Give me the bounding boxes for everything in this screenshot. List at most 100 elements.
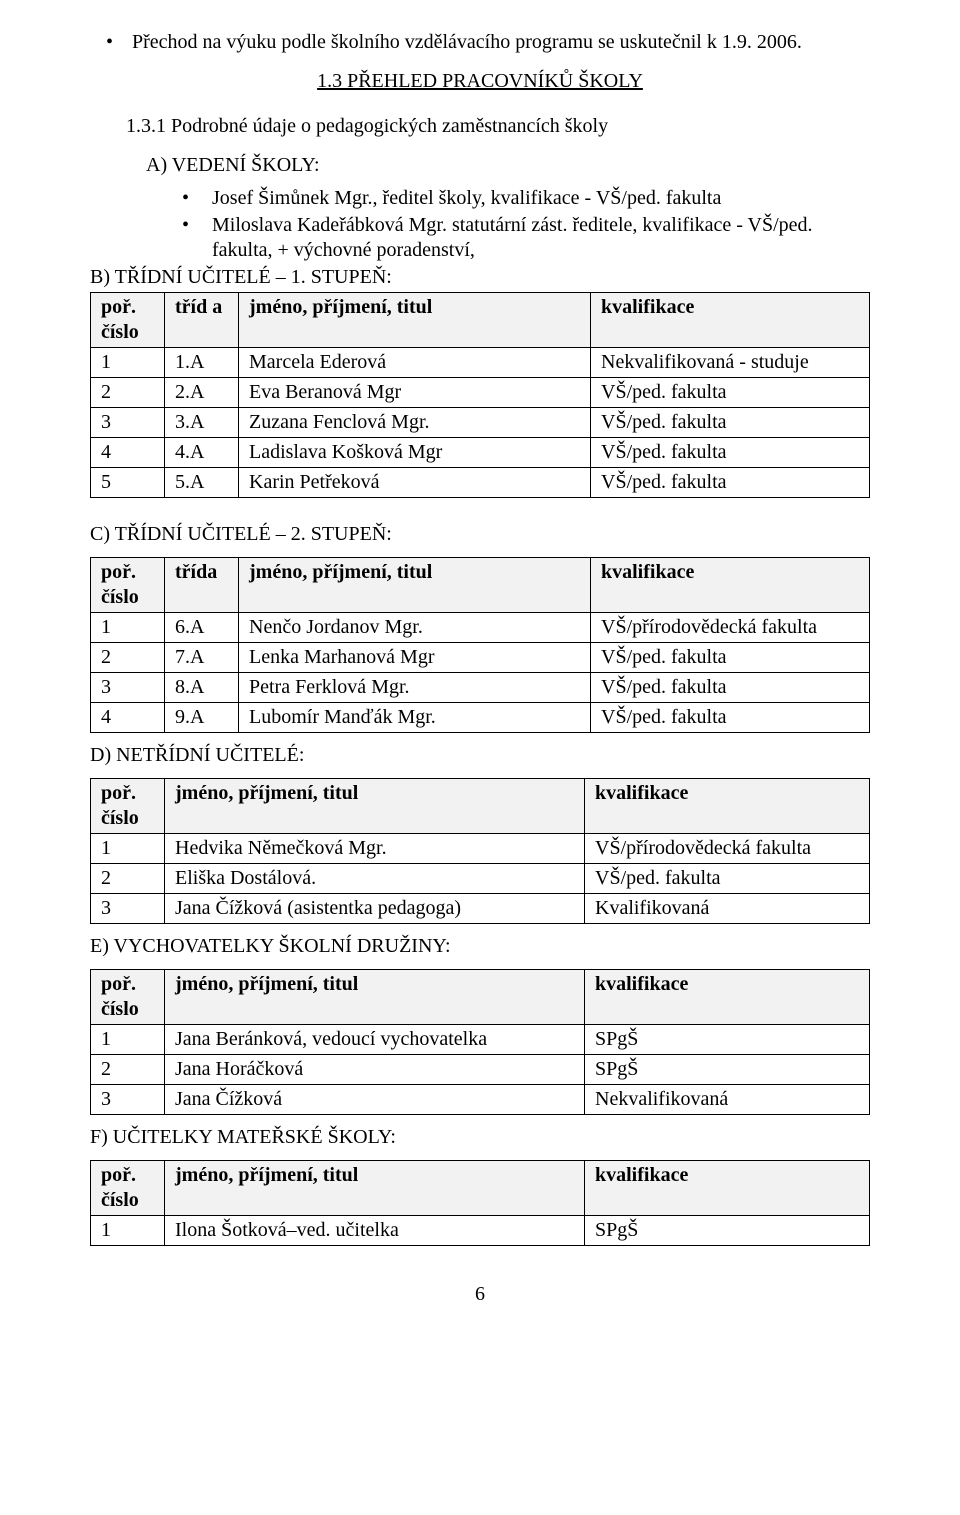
table-cell: 1: [91, 834, 165, 864]
table-cell: 2: [91, 864, 165, 894]
table-cell: Jana Čížková (asistentka pedagoga): [165, 894, 585, 924]
table-cell: VŠ/ped. fakulta: [585, 864, 870, 894]
table-cell: Jana Beránková, vedoucí vychovatelka: [165, 1025, 585, 1055]
table-druzina: poř. číslo jméno, příjmení, titul kvalif…: [90, 969, 870, 1115]
table-cell: Lenka Marhanová Mgr: [239, 643, 591, 673]
table-row: 44.ALadislava Košková MgrVŠ/ped. fakulta: [91, 438, 870, 468]
bullet-icon: •: [182, 186, 212, 211]
table-cell: 4: [91, 438, 165, 468]
col-por: poř. číslo: [91, 970, 165, 1025]
bullet-icon: •: [90, 30, 132, 55]
table-cell: Eliška Dostálová.: [165, 864, 585, 894]
table-cell: 4: [91, 703, 165, 733]
table-cell: 1.A: [165, 348, 239, 378]
section-a-title: A) VEDENÍ ŠKOLY:: [90, 153, 870, 178]
table-row: 22.AEva Beranová MgrVŠ/ped. fakulta: [91, 378, 870, 408]
col-por: poř. číslo: [91, 293, 165, 348]
table-cell: Marcela Ederová: [239, 348, 591, 378]
top-bullet: • Přechod na výuku podle školního vzdělá…: [90, 30, 870, 55]
bullet-text: Miloslava Kadeřábková Mgr. statutární zá…: [212, 213, 870, 263]
table-cell: 2: [91, 1055, 165, 1085]
col-name: jméno, příjmení, titul: [165, 970, 585, 1025]
table-stage1: poř. číslo tříd a jméno, příjmení, titul…: [90, 292, 870, 498]
col-name: jméno, příjmení, titul: [239, 293, 591, 348]
table-row: 11.AMarcela EderováNekvalifikovaná - stu…: [91, 348, 870, 378]
table-cell: VŠ/ped. fakulta: [591, 408, 870, 438]
table-cell: Ladislava Košková Mgr: [239, 438, 591, 468]
col-kval: kvalifikace: [591, 558, 870, 613]
col-por: poř. číslo: [91, 1161, 165, 1216]
page-number: 6: [90, 1282, 870, 1307]
table-header-row: poř. číslo třída jméno, příjmení, titul …: [91, 558, 870, 613]
col-por: poř. číslo: [91, 779, 165, 834]
bullet-item: • Miloslava Kadeřábková Mgr. statutární …: [182, 213, 870, 263]
table-cell: 1: [91, 613, 165, 643]
table-ms: poř. číslo jméno, příjmení, titul kvalif…: [90, 1160, 870, 1246]
col-name: jméno, příjmení, titul: [165, 1161, 585, 1216]
table-cell: VŠ/ped. fakulta: [591, 643, 870, 673]
table-cell: 7.A: [165, 643, 239, 673]
table-cell: SPgŠ: [585, 1055, 870, 1085]
table-row: 1Jana Beránková, vedoucí vychovatelkaSPg…: [91, 1025, 870, 1055]
table-cell: 3: [91, 894, 165, 924]
table-row: 1Ilona Šotková–ved. učitelkaSPgŠ: [91, 1216, 870, 1246]
table-cell: Nekvalifikovaná: [585, 1085, 870, 1115]
section-f-title: F) UČITELKY MATEŘSKÉ ŠKOLY:: [90, 1125, 870, 1150]
table-row: 33.AZuzana Fenclová Mgr.VŠ/ped. fakulta: [91, 408, 870, 438]
table-row: 27.ALenka Marhanová MgrVŠ/ped. fakulta: [91, 643, 870, 673]
table-row: 2Eliška Dostálová.VŠ/ped. fakulta: [91, 864, 870, 894]
table-nontridni: poř. číslo jméno, příjmení, titul kvalif…: [90, 778, 870, 924]
section-a-items: • Josef Šimůnek Mgr., ředitel školy, kva…: [90, 186, 870, 263]
table-cell: VŠ/přírodovědecká fakulta: [585, 834, 870, 864]
table-cell: VŠ/ped. fakulta: [591, 673, 870, 703]
col-name: jméno, příjmení, titul: [165, 779, 585, 834]
table-cell: Eva Beranová Mgr: [239, 378, 591, 408]
table-cell: 8.A: [165, 673, 239, 703]
col-trida: třída: [165, 558, 239, 613]
bullet-item: • Josef Šimůnek Mgr., ředitel školy, kva…: [182, 186, 870, 211]
table-header-row: poř. číslo tříd a jméno, příjmení, titul…: [91, 293, 870, 348]
table-cell: SPgŠ: [585, 1025, 870, 1055]
table-stage2: poř. číslo třída jméno, příjmení, titul …: [90, 557, 870, 733]
col-kval: kvalifikace: [585, 970, 870, 1025]
main-heading: 1.3 PŘEHLED PRACOVNÍKŮ ŠKOLY: [90, 69, 870, 94]
table-header-row: poř. číslo jméno, příjmení, titul kvalif…: [91, 1161, 870, 1216]
table-row: 38.APetra Ferklová Mgr.VŠ/ped. fakulta: [91, 673, 870, 703]
table-cell: 1: [91, 348, 165, 378]
table-row: 3Jana ČížkováNekvalifikovaná: [91, 1085, 870, 1115]
table-cell: 4.A: [165, 438, 239, 468]
table-cell: Ilona Šotková–ved. učitelka: [165, 1216, 585, 1246]
col-kval: kvalifikace: [585, 1161, 870, 1216]
table-cell: Petra Ferklová Mgr.: [239, 673, 591, 703]
bullet-icon: •: [182, 213, 212, 263]
table-cell: 1: [91, 1025, 165, 1055]
table-cell: VŠ/ped. fakulta: [591, 468, 870, 498]
table-cell: 2.A: [165, 378, 239, 408]
table-cell: SPgŠ: [585, 1216, 870, 1246]
table-cell: Nekvalifikovaná - studuje: [591, 348, 870, 378]
document-page: • Přechod na výuku podle školního vzdělá…: [0, 0, 960, 1347]
table-cell: Nenčo Jordanov Mgr.: [239, 613, 591, 643]
table-cell: 6.A: [165, 613, 239, 643]
table-header-row: poř. číslo jméno, příjmení, titul kvalif…: [91, 779, 870, 834]
table-cell: VŠ/ped. fakulta: [591, 378, 870, 408]
table-cell: Kvalifikovaná: [585, 894, 870, 924]
table-cell: 2: [91, 643, 165, 673]
bullet-text: Josef Šimůnek Mgr., ředitel školy, kvali…: [212, 186, 870, 211]
top-bullet-text: Přechod na výuku podle školního vzděláva…: [132, 30, 870, 55]
table-cell: VŠ/ped. fakulta: [591, 438, 870, 468]
table-cell: Hedvika Němečková Mgr.: [165, 834, 585, 864]
col-trida: tříd a: [165, 293, 239, 348]
table-cell: 1: [91, 1216, 165, 1246]
subheading: 1.3.1 Podrobné údaje o pedagogických zam…: [90, 114, 870, 139]
section-e-title: E) VYCHOVATELKY ŠKOLNÍ DRUŽINY:: [90, 934, 870, 959]
col-por: poř. číslo: [91, 558, 165, 613]
table-cell: VŠ/ped. fakulta: [591, 703, 870, 733]
table-cell: Karin Petřeková: [239, 468, 591, 498]
table-cell: Jana Horáčková: [165, 1055, 585, 1085]
table-cell: 5: [91, 468, 165, 498]
table-cell: Zuzana Fenclová Mgr.: [239, 408, 591, 438]
col-kval: kvalifikace: [585, 779, 870, 834]
table-row: 55.AKarin PetřekováVŠ/ped. fakulta: [91, 468, 870, 498]
table-row: 16.ANenčo Jordanov Mgr.VŠ/přírodovědecká…: [91, 613, 870, 643]
